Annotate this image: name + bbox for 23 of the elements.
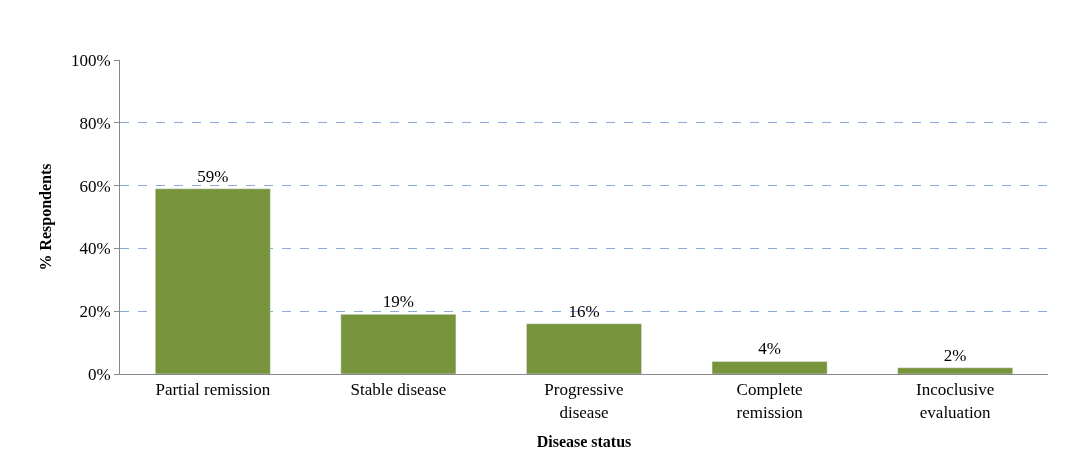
data-label: 16% [568,301,600,321]
x-axis-title: Disease status [536,433,632,451]
bar [897,367,1013,374]
x-tick-label: Incoclusive evaluation [916,380,995,422]
data-label: 4% [758,339,781,359]
y-tick-label: 20% [79,302,111,322]
x-tick-label: Complete remission [736,380,804,422]
bar [711,361,828,374]
bar [526,323,642,374]
y-tick-label: 80% [79,113,111,133]
bar [340,314,457,374]
data-label: 19% [382,292,414,312]
y-tick-label: 100% [70,50,111,70]
y-tick-label: 0% [87,364,111,384]
y-axis-title: % Respondents [36,163,55,271]
data-label: 2% [943,345,967,365]
bar [155,188,271,374]
x-tick-label: Partial remission [155,380,271,400]
y-tick-label: 40% [79,239,111,259]
x-tick-label: Progressive disease [544,380,624,422]
data-label: 59% [197,166,229,186]
y-tick-label: 60% [79,176,111,196]
x-tick-label: Stable disease [350,380,447,400]
